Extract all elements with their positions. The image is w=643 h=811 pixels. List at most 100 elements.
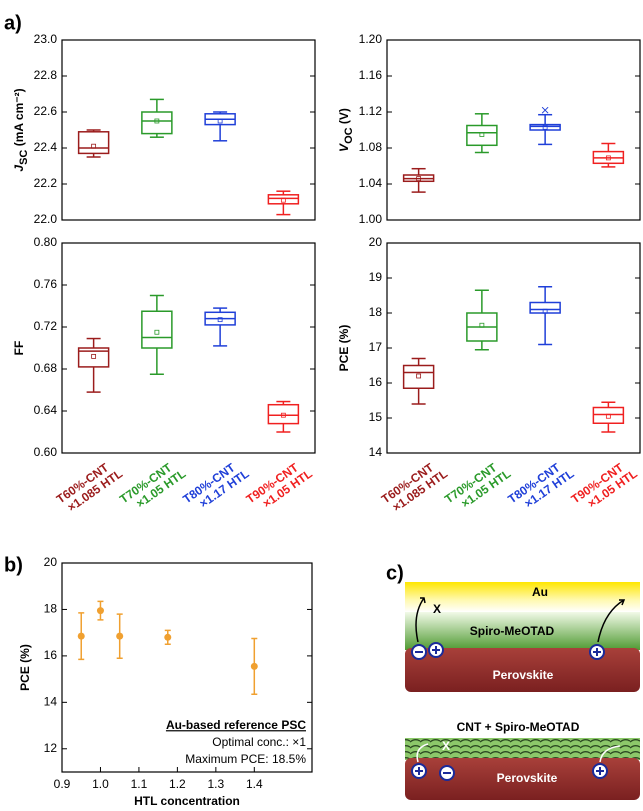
y-tick-label: 20	[369, 235, 383, 249]
arrow	[599, 745, 621, 763]
mean	[280, 412, 286, 418]
layer-label: CNT + Spiro-MeOTAD	[457, 720, 580, 734]
mean	[479, 322, 485, 328]
y-tick-label: 16	[44, 648, 58, 662]
mean	[91, 143, 97, 149]
box	[141, 111, 173, 135]
box	[402, 364, 435, 389]
y-tick-label: 0.60	[34, 445, 58, 459]
y-tick-label: 22.8	[34, 68, 58, 82]
x-tick-label: 0.9	[54, 777, 71, 791]
mean	[416, 176, 422, 182]
cnt-layer	[405, 738, 640, 760]
perovskite-layer	[405, 648, 640, 692]
arrow-head	[619, 599, 626, 606]
y-tick-label: 1.08	[359, 140, 383, 154]
plot-frame	[61, 562, 313, 773]
y-tick-label: 14	[369, 445, 383, 459]
layer-label: Spiro-MeOTAD	[470, 624, 555, 638]
plot-frame	[61, 39, 316, 221]
y-label-symbol: J	[12, 165, 26, 172]
point	[96, 607, 104, 615]
y-label-symbol: FF	[12, 341, 26, 356]
y-tick-label: 17	[369, 340, 383, 354]
x-tick-label: 1.0	[92, 777, 109, 791]
y-tick-label: 22.2	[34, 176, 58, 190]
x-tick-label: T90%-CNT×1.05 HTL	[244, 456, 315, 517]
mean	[154, 329, 160, 335]
mean	[154, 118, 160, 124]
y-axis-label: JSC (mA cm⁻²)	[12, 88, 30, 171]
y-axis-label: PCE (%)	[337, 325, 351, 372]
x-tick-label: T90%-CNT×1.05 HTL	[569, 456, 640, 517]
y-axis-label: VOC (V)	[337, 108, 355, 152]
y-tick-label: 0.72	[34, 319, 58, 333]
mean	[605, 413, 611, 419]
box	[267, 194, 300, 205]
x-tick-label: 1.1	[131, 777, 148, 791]
point	[164, 633, 172, 641]
y-tick-label: 16	[369, 375, 383, 389]
mean	[416, 373, 422, 379]
arrow	[597, 599, 625, 643]
y-tick-label: 14	[44, 695, 58, 709]
y-tick-label: 19	[369, 270, 383, 284]
y-tick-label: 23.0	[34, 32, 58, 46]
y-tick-label: 0.64	[34, 403, 58, 417]
charges	[411, 763, 608, 781]
point	[116, 632, 124, 640]
y-tick-label: 0.80	[34, 235, 58, 249]
mean	[605, 155, 611, 161]
plot-frame	[386, 39, 641, 221]
y-label-unit: (mA cm⁻²)	[12, 88, 26, 149]
box	[77, 131, 110, 155]
y-tick-label: 22.0	[34, 212, 58, 226]
arrow	[416, 743, 429, 763]
panel-label: a)	[4, 12, 22, 34]
y-tick-label: 1.16	[359, 68, 383, 82]
y-tick-label: 1.04	[359, 176, 383, 190]
x-tick-label: 1.4	[246, 777, 263, 791]
box	[141, 310, 173, 349]
x-tick-label: T80%-CNT×1.17 HTL	[505, 456, 576, 517]
y-tick-label: 22.6	[34, 104, 58, 118]
layer-label: Au	[532, 585, 548, 599]
y-label-symbol: PCE	[18, 666, 32, 691]
annotation: Optimal conc.: ×1	[212, 735, 306, 749]
y-axis-label: FF	[12, 341, 26, 356]
y-tick-label: 0.68	[34, 361, 58, 375]
annotation: Au-based reference PSC	[166, 718, 306, 732]
y-label-subscript: OC	[343, 127, 355, 144]
block-mark: X	[442, 739, 450, 753]
perovskite-layer	[405, 758, 640, 800]
y-tick-label: 1.12	[359, 104, 383, 118]
panel-label: b)	[4, 554, 23, 576]
box	[529, 123, 561, 131]
box	[466, 124, 498, 147]
y-tick-label: 1.00	[359, 212, 383, 226]
layer-label: Perovskite	[493, 668, 554, 682]
x-axis-label: HTL concentration	[134, 794, 240, 808]
y-label-symbol: V	[337, 143, 351, 152]
y-axis-label: PCE (%)	[18, 644, 32, 691]
x-tick-label: 1.3	[208, 777, 225, 791]
y-label-unit: (%)	[337, 325, 351, 347]
plot-frame	[61, 242, 316, 454]
y-label-symbol: PCE	[337, 347, 351, 372]
au-layer	[405, 582, 640, 612]
charges	[411, 642, 605, 660]
y-tick-label: 12	[44, 741, 58, 755]
box	[267, 403, 300, 425]
plot-frame	[386, 242, 641, 454]
x-tick-label: T60%-CNT×1.085 HTL	[379, 456, 450, 517]
arrow	[415, 597, 425, 643]
y-tick-label: 18	[44, 602, 58, 616]
y-tick-label: 18	[369, 305, 383, 319]
panel-label: c)	[386, 562, 404, 584]
x-tick-label: T80%-CNT×1.17 HTL	[180, 456, 251, 517]
x-tick-label: T70%-CNT×1.05 HTL	[117, 456, 188, 517]
y-tick-label: 22.4	[34, 140, 58, 154]
x-tick-label: T60%-CNT×1.085 HTL	[54, 456, 125, 517]
mean	[217, 317, 223, 323]
